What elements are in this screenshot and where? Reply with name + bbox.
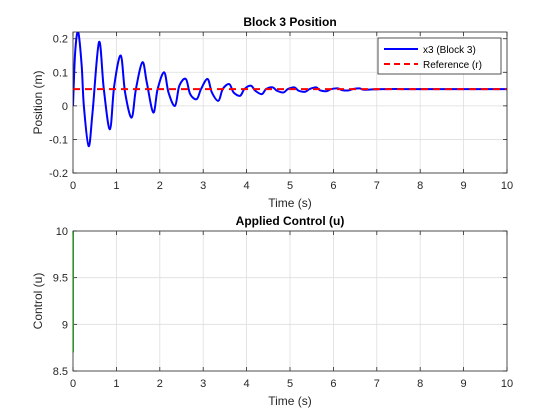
x3-position-line	[73, 32, 507, 148]
x-tick-label: 4	[244, 180, 250, 192]
y-tick-label: 0.1	[53, 67, 68, 79]
y-tick-label: -0.1	[49, 134, 68, 146]
x-tick-label: 1	[113, 180, 119, 192]
legend-label-x3: x3 (Block 3)	[423, 45, 476, 56]
y-tick-label: 0	[62, 101, 68, 113]
x-tick-label: 6	[330, 378, 336, 390]
control-x-axis-label: Time (s)	[268, 394, 312, 408]
legend-box	[377, 37, 502, 75]
position-legend: x3 (Block 3) Reference (r)	[377, 37, 502, 75]
x-tick-label: 0	[70, 378, 76, 390]
x-tick-label: 4	[244, 378, 250, 390]
x-tick-label: 5	[287, 378, 293, 390]
x-tick-label: 9	[461, 180, 467, 192]
x-tick-label: 5	[287, 180, 293, 192]
control-axes: 0 1 2 3 4 5 6 7 8 9 10 8.5 9 9.5 10 Applied Control (u…	[31, 214, 513, 408]
x-tick-label: 0	[70, 180, 76, 192]
x-tick-label: 6	[330, 180, 336, 192]
position-y-axis-label: Position (m)	[31, 70, 45, 134]
y-tick-label: 9.5	[53, 273, 68, 285]
x-tick-label: 3	[200, 180, 206, 192]
x-tick-label: 7	[374, 180, 380, 192]
y-tick-label: 10	[56, 226, 68, 238]
x-tick-label: 3	[200, 378, 206, 390]
position-x-axis-label: Time (s)	[268, 196, 312, 210]
position-chart-title: Block 3 Position	[243, 15, 336, 29]
position-axes: 0 1 2 3 4 5 6 7 8 9 10 -0.2 -0.1 0 0.1 0.2 Block 3 Posi…	[31, 15, 513, 210]
control-chart-title: Applied Control (u)	[236, 214, 345, 228]
x-tick-label: 1	[113, 378, 119, 390]
y-tick-label: 9	[62, 319, 68, 331]
x-tick-label: 8	[417, 180, 423, 192]
x-tick-label: 10	[501, 378, 513, 390]
axes-box	[72, 31, 508, 174]
control-y-axis-label: Control (u)	[31, 273, 45, 330]
y-tick-label: 0.2	[53, 34, 68, 46]
x-tick-label: 2	[157, 378, 163, 390]
y-tick-label: 8.5	[53, 366, 68, 378]
x-tick-label: 9	[461, 378, 467, 390]
y-tick-label: -0.2	[49, 168, 68, 180]
legend-label-reference: Reference (r)	[423, 60, 482, 71]
x-tick-label: 7	[374, 378, 380, 390]
x-tick-label: 2	[157, 180, 163, 192]
x-tick-label: 8	[417, 378, 423, 390]
axes-box	[72, 230, 508, 372]
x-tick-label: 10	[501, 180, 513, 192]
